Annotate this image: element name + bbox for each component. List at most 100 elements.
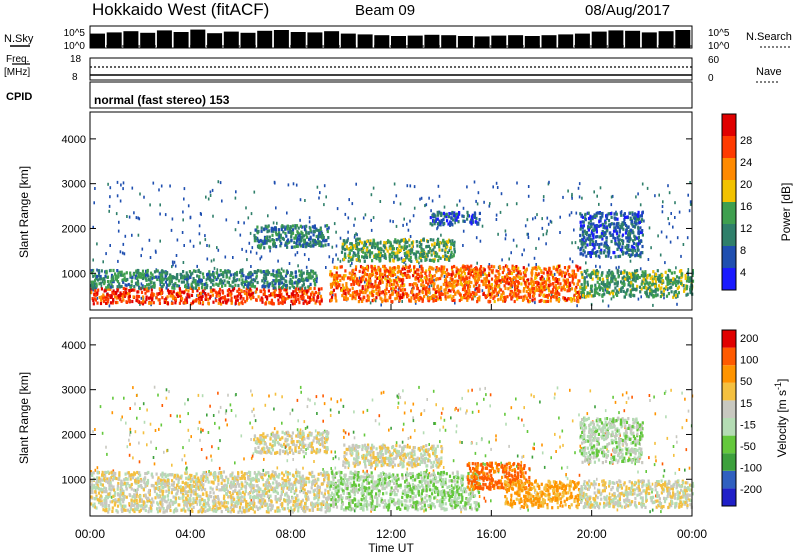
range-gate-cell	[512, 280, 516, 285]
range-gate-cell	[445, 257, 448, 261]
scatter-cell	[252, 407, 255, 411]
range-gate-cell	[255, 274, 258, 278]
range-gate-cell	[623, 221, 627, 226]
range-gate-cell	[573, 298, 576, 302]
range-gate-cell	[299, 244, 302, 248]
range-gate-cell	[390, 274, 393, 278]
range-gate-cell	[290, 279, 293, 283]
range-gate-cell	[106, 300, 109, 304]
scatter-cell	[108, 209, 110, 213]
scatter-cell	[541, 226, 544, 230]
range-gate-cell	[551, 282, 554, 286]
range-gate-cell	[480, 279, 483, 283]
range-gate-cell	[276, 294, 279, 298]
scatter-cell	[619, 238, 621, 242]
range-gate-cell	[610, 212, 613, 216]
range-gate-cell	[178, 301, 181, 305]
range-gate-cell	[398, 240, 401, 244]
range-gate-cell	[556, 286, 559, 290]
range-gate-cell	[114, 272, 117, 276]
range-gate-cell	[238, 302, 241, 306]
range-gate-cell	[354, 297, 357, 301]
range-gate-cell	[196, 274, 199, 278]
scatter-cell	[627, 236, 629, 240]
range-gate-cell	[509, 285, 512, 289]
range-gate-cell	[409, 283, 412, 287]
scatter-cell	[117, 259, 119, 263]
range-gate-cell	[307, 243, 310, 247]
range-gate-cell	[495, 269, 498, 273]
range-gate-cell	[136, 279, 140, 283]
range-gate-cell	[137, 274, 140, 278]
range-gate-cell	[638, 275, 641, 279]
range-gate-cell	[455, 216, 458, 220]
scatter-cell	[389, 219, 392, 223]
range-gate-cell	[348, 271, 351, 275]
range-gate-cell	[430, 258, 433, 263]
range-gate-cell	[116, 280, 120, 284]
noise-tick-top-left: 10^5	[64, 28, 86, 39]
range-gate-cell	[133, 285, 136, 289]
range-gate-cell	[205, 295, 208, 299]
date-label: 08/Aug/2017	[585, 2, 670, 19]
range-gate-cell	[99, 301, 103, 306]
range-gate-cell	[175, 277, 178, 281]
scatter-cell	[222, 281, 225, 285]
scatter-cell	[219, 439, 221, 443]
range-gate-cell	[448, 212, 451, 216]
scatter-cell	[483, 200, 485, 204]
scatter-cell	[337, 257, 339, 261]
range-gate-cell	[691, 271, 694, 275]
range-gate-cell	[281, 236, 284, 240]
range-gate-cell	[554, 279, 557, 284]
range-gate-cell	[432, 267, 435, 271]
range-gate-cell	[168, 283, 171, 287]
range-gate-cell	[346, 297, 349, 301]
range-gate-cell	[510, 283, 513, 287]
range-gate-cell	[546, 295, 549, 300]
range-gate-cell	[667, 277, 670, 281]
range-gate-cell	[429, 216, 432, 220]
range-gate-cell	[150, 291, 153, 295]
range-gate-cell	[441, 272, 444, 276]
range-gate-cell	[378, 286, 381, 290]
range-gate-cell	[627, 248, 630, 252]
range-gate-cell	[92, 302, 95, 306]
scatter-cell	[545, 232, 548, 236]
range-gate-cell	[263, 273, 266, 277]
range-gate-cell	[207, 297, 210, 302]
freq-tick-bottom: 8	[72, 72, 78, 83]
range-gate-cell	[384, 295, 387, 299]
range-gate-cell	[512, 269, 516, 273]
range-gate-cell	[163, 300, 166, 304]
range-gate-cell	[343, 242, 346, 246]
range-gate-cell	[610, 277, 613, 281]
range-gate-cell	[312, 238, 315, 242]
range-gate-cell	[384, 288, 387, 293]
range-gate-cell	[315, 279, 318, 284]
range-gate-cell	[497, 298, 500, 302]
range-gate-cell	[263, 239, 266, 243]
scatter-cell	[209, 190, 212, 194]
range-gate-cell	[379, 251, 382, 255]
noise-sky-bar	[190, 29, 206, 48]
scatter-cell	[372, 186, 375, 190]
range-gate-cell	[335, 271, 338, 275]
range-gate-cell	[308, 300, 311, 304]
scatter-cell	[402, 223, 404, 227]
scatter-cell	[171, 260, 174, 264]
range-gate-cell	[552, 277, 555, 281]
range-gate-cell	[595, 254, 598, 258]
range-gate-cell	[455, 212, 459, 216]
range-gate-cell	[471, 213, 474, 217]
range-gate-cell	[338, 283, 341, 287]
range-gate-cell	[475, 216, 478, 220]
scatter-cell	[305, 265, 308, 269]
range-gate-cell	[314, 290, 317, 295]
scatter-cell	[117, 229, 120, 233]
range-gate-cell	[234, 272, 237, 276]
range-gate-cell	[189, 275, 192, 279]
range-gate-cell	[420, 267, 423, 271]
range-gate-cell	[652, 270, 655, 274]
range-gate-cell	[350, 273, 353, 277]
